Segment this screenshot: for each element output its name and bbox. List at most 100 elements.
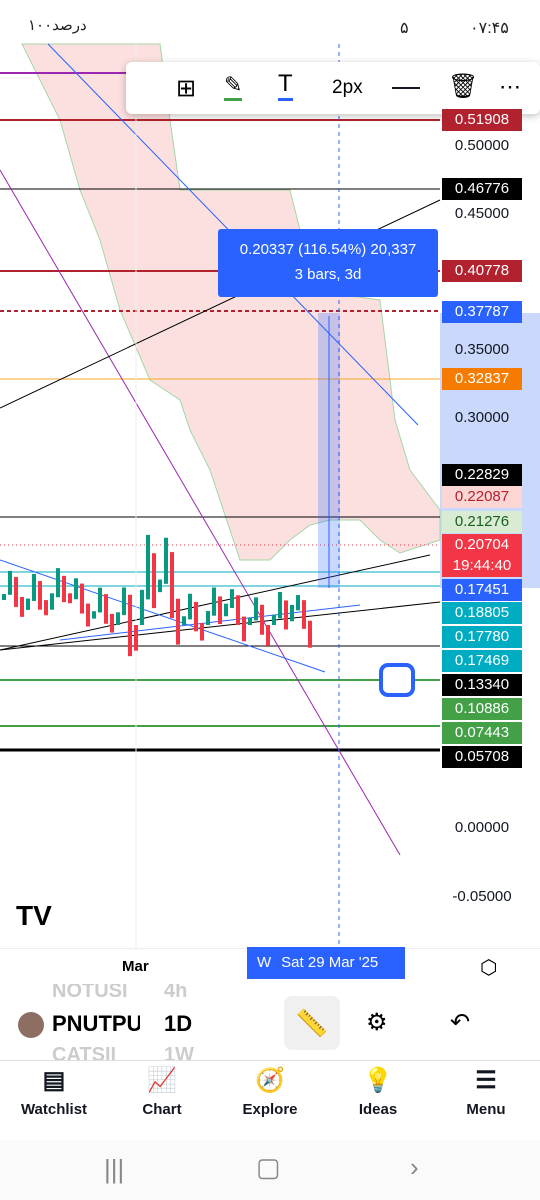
candle [248, 617, 252, 625]
nav-item[interactable]: ☰ Menu [432, 1066, 540, 1118]
price-label: 0.46776 [442, 178, 522, 200]
cursor-prefix: W [257, 954, 272, 971]
line-style[interactable] [392, 87, 420, 89]
candle [158, 579, 162, 593]
nav-item[interactable]: 📈 Chart [108, 1066, 216, 1118]
candle [32, 573, 36, 601]
drawing-toolbar: ⊞ ✎ T 2px 🗑 ⋯ [126, 62, 540, 114]
notification-count: ۵ [400, 20, 409, 37]
undo[interactable]: ↶ [450, 1009, 471, 1036]
price-label: 0.17469 [442, 650, 522, 672]
candle [260, 604, 264, 635]
nav-icon: 🧭 [255, 1067, 285, 1094]
nav-label: Watchlist [20, 1101, 88, 1118]
candle [8, 570, 12, 595]
candles [2, 534, 312, 657]
price-label: 0.17451 [442, 579, 522, 601]
price-label: 19:44:40 [442, 555, 522, 577]
time-axis: Mar W Sat 29 Mar '25 ⬡ [0, 947, 540, 985]
candle [296, 595, 300, 611]
color-tool[interactable]: ✎ [224, 72, 243, 101]
candle [128, 594, 132, 657]
nav-item[interactable]: ▤ Watchlist [0, 1066, 108, 1118]
stroke-width[interactable]: 2px [332, 77, 363, 98]
prev-symbol[interactable]: NOTUSI [52, 984, 128, 1002]
price-label: 0.35000 [454, 341, 510, 358]
candle [284, 600, 288, 630]
system-nav: ||| ▢ › [0, 1140, 540, 1200]
price-label: 0.07443 [442, 722, 522, 744]
candle [170, 552, 174, 619]
measure-line1: 0.20337 (116.54%) 20,337 [239, 241, 417, 258]
ruler-tool[interactable]: 📏 [284, 996, 340, 1050]
price-label: 0.05708 [442, 746, 522, 768]
candle [152, 553, 156, 609]
candle [116, 612, 120, 625]
candle [98, 587, 102, 613]
indicators[interactable]: ⚙ [366, 1009, 388, 1036]
candle [302, 600, 306, 629]
price-label: 0.30000 [454, 409, 510, 426]
candle [176, 598, 180, 645]
symbol-bar: NOTUSI 4h PNUTPU 1D CATSII 1W 📏 ⚙ ↶ [0, 984, 540, 1060]
candle [290, 604, 294, 622]
nav-label: Explore [242, 1101, 298, 1118]
candle [68, 593, 72, 604]
candle [218, 596, 222, 625]
measure-tooltip: 0.20337 (116.54%) 20,337 3 bars, 3d [218, 229, 438, 297]
settings-icon[interactable]: ⬡ [480, 957, 498, 979]
nav-item[interactable]: 💡 Ideas [324, 1066, 432, 1118]
price-label: 0.22829 [442, 464, 522, 486]
price-label: -0.05000 [452, 888, 512, 905]
next-symbol[interactable]: CATSII [52, 1044, 117, 1060]
price-label: 0.20704 [442, 534, 522, 556]
battery: ۱۰۰درصد [28, 17, 87, 34]
symbol-icon [18, 1012, 44, 1038]
candle [140, 589, 144, 625]
candle [194, 601, 198, 632]
price-label: 0.51908 [442, 109, 522, 131]
prev-interval[interactable]: 4h [164, 984, 188, 1002]
candle [2, 594, 6, 600]
candle [134, 625, 138, 651]
candle [236, 595, 240, 625]
candle [50, 593, 54, 610]
price-label: 0.18805 [442, 602, 522, 624]
candle [200, 623, 204, 641]
symbol[interactable]: PNUTPU [52, 1011, 140, 1036]
interval[interactable]: 1D [164, 1011, 193, 1036]
candle [86, 603, 90, 627]
candle [272, 614, 276, 625]
delete[interactable]: 🗑 [448, 73, 479, 100]
candle [182, 616, 186, 625]
add-icon[interactable]: ⊞ [176, 75, 197, 102]
candle [38, 581, 42, 610]
nav-label: Chart [142, 1101, 182, 1118]
candle [266, 625, 270, 646]
text-color-tool[interactable]: T [278, 70, 293, 101]
candle [92, 611, 96, 619]
candle [44, 600, 48, 616]
candle [14, 577, 18, 607]
candle [110, 613, 114, 633]
cursor-date: W Sat 29 Mar '25 [247, 947, 405, 979]
price-label: 0.10886 [442, 698, 522, 720]
bottom-nav [0, 1060, 540, 1141]
candle [164, 537, 168, 584]
candle [62, 575, 66, 603]
nav-item[interactable]: 🧭 Explore [216, 1066, 324, 1118]
candle [278, 592, 282, 619]
next-interval[interactable]: 1W [164, 1044, 194, 1060]
candle [74, 578, 78, 600]
clock: ۰۷:۴۵ [470, 20, 509, 37]
price-label: 0.17780 [442, 626, 522, 648]
price-label: 0.32837 [442, 368, 522, 390]
selection-handle [379, 663, 415, 697]
candle [104, 594, 108, 624]
more[interactable]: ⋯ [499, 74, 521, 99]
candle [254, 597, 258, 621]
cursor-date-text: Sat 29 Mar '25 [281, 954, 379, 971]
price-label: 0.50000 [454, 137, 510, 154]
candle [230, 589, 234, 608]
